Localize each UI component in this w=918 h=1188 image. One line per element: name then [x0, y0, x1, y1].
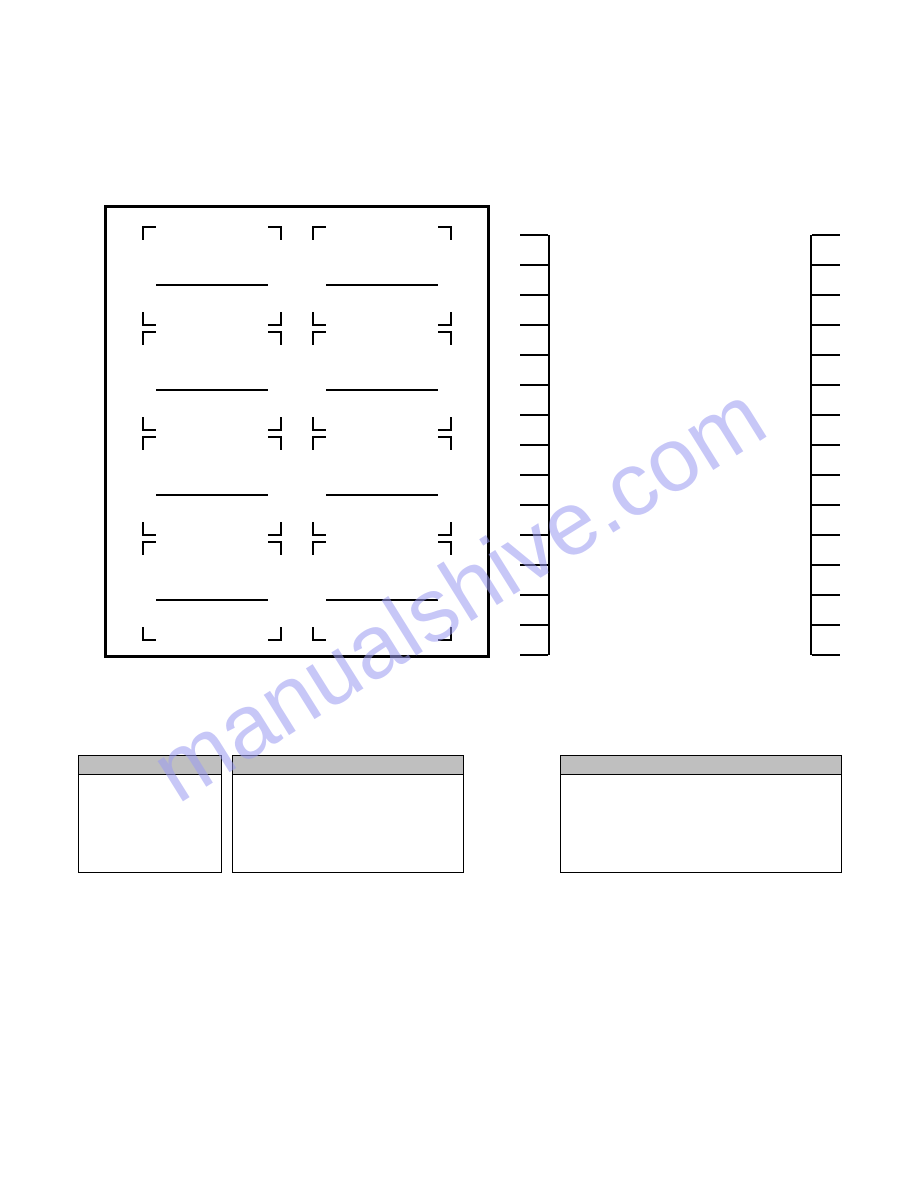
panel-side-left	[548, 235, 550, 655]
bracket-cell	[312, 226, 452, 326]
corner-mark	[142, 226, 156, 240]
bracket-cell	[142, 541, 282, 641]
corner-mark	[142, 522, 156, 536]
corner-mark	[438, 312, 452, 326]
tick-left	[520, 594, 548, 596]
tick-right	[812, 594, 840, 596]
midline	[326, 494, 438, 496]
tick-left	[520, 474, 548, 476]
corner-mark	[142, 331, 156, 345]
midline	[326, 599, 438, 601]
info-box	[232, 755, 464, 873]
tick-left	[520, 564, 548, 566]
midline	[326, 284, 438, 286]
corner-mark	[312, 627, 326, 641]
bracket-cell	[312, 436, 452, 536]
tick-right	[812, 384, 840, 386]
corner-mark	[142, 627, 156, 641]
right-panel	[520, 235, 840, 655]
tick-left	[520, 264, 548, 266]
tick-right	[812, 234, 840, 236]
tick-right	[812, 534, 840, 536]
tick-left	[520, 504, 548, 506]
tick-left	[520, 444, 548, 446]
midline	[156, 599, 268, 601]
corner-mark	[268, 226, 282, 240]
corner-mark	[268, 331, 282, 345]
left-panel	[104, 205, 490, 658]
midline	[156, 284, 268, 286]
bracket-cell	[312, 541, 452, 641]
corner-mark	[268, 417, 282, 431]
tick-left	[520, 324, 548, 326]
bracket-cell	[312, 331, 452, 431]
tick-right	[812, 504, 840, 506]
bracket-cell	[142, 436, 282, 536]
corner-mark	[268, 312, 282, 326]
tick-right	[812, 294, 840, 296]
tick-left	[520, 354, 548, 356]
corner-mark	[438, 331, 452, 345]
corner-mark	[438, 627, 452, 641]
tick-right	[812, 414, 840, 416]
corner-mark	[438, 541, 452, 555]
midline	[156, 494, 268, 496]
corner-mark	[312, 226, 326, 240]
corner-mark	[312, 436, 326, 450]
tick-right	[812, 324, 840, 326]
bracket-cell	[142, 226, 282, 326]
info-box	[560, 755, 842, 873]
corner-mark	[438, 417, 452, 431]
tick-right	[812, 354, 840, 356]
corner-mark	[268, 541, 282, 555]
tick-left	[520, 624, 548, 626]
info-box-header	[561, 756, 841, 775]
tick-right	[812, 624, 840, 626]
info-box-header	[233, 756, 463, 775]
corner-mark	[312, 541, 326, 555]
tick-left	[520, 654, 548, 656]
tick-right	[812, 264, 840, 266]
tick-left	[520, 234, 548, 236]
corner-mark	[268, 436, 282, 450]
info-box	[78, 755, 222, 873]
corner-mark	[312, 312, 326, 326]
info-box-header	[79, 756, 221, 775]
corner-mark	[142, 541, 156, 555]
corner-mark	[438, 522, 452, 536]
tick-left	[520, 294, 548, 296]
corner-mark	[268, 522, 282, 536]
corner-mark	[438, 436, 452, 450]
midline	[326, 389, 438, 391]
tick-left	[520, 384, 548, 386]
tick-left	[520, 414, 548, 416]
tick-right	[812, 474, 840, 476]
corner-mark	[312, 331, 326, 345]
corner-mark	[312, 417, 326, 431]
tick-right	[812, 654, 840, 656]
corner-mark	[268, 627, 282, 641]
tick-left	[520, 534, 548, 536]
corner-mark	[142, 312, 156, 326]
midline	[156, 389, 268, 391]
corner-mark	[142, 417, 156, 431]
tick-right	[812, 444, 840, 446]
tick-right	[812, 564, 840, 566]
corner-mark	[312, 522, 326, 536]
corner-mark	[438, 226, 452, 240]
bracket-cell	[142, 331, 282, 431]
corner-mark	[142, 436, 156, 450]
